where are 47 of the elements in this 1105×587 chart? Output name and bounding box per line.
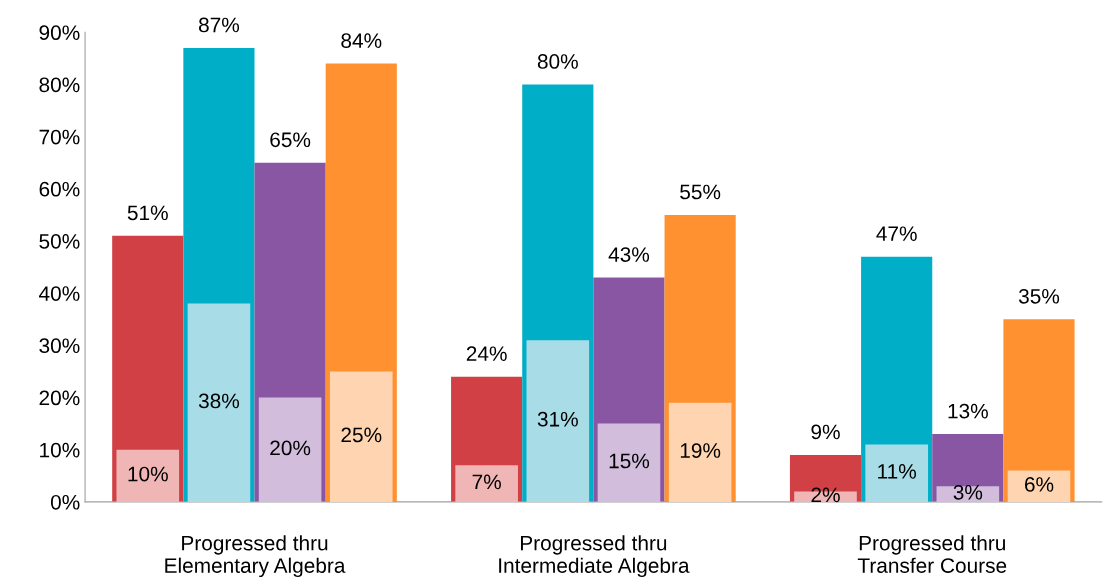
data-label: 87% xyxy=(198,17,240,33)
data-label: 2% xyxy=(811,487,840,503)
data-label: 43% xyxy=(608,247,650,262)
bar xyxy=(329,371,393,502)
data-label: 3% xyxy=(953,484,983,500)
data-label: 13% xyxy=(948,403,988,419)
data-label: 19% xyxy=(680,443,721,458)
x-tick-label: Progressed thru Elementary Algebra xyxy=(165,535,346,578)
y-tick-label: 0% xyxy=(50,494,80,510)
bar xyxy=(187,303,251,502)
data-label: 84% xyxy=(341,33,382,48)
data-label: 47% xyxy=(876,226,917,241)
data-label: 24% xyxy=(466,346,507,361)
data-label: 31% xyxy=(537,411,578,427)
bar xyxy=(526,340,590,502)
y-tick-label: 50% xyxy=(39,234,80,249)
y-tick-label: 20% xyxy=(39,390,80,406)
data-label: 10% xyxy=(128,466,168,482)
x-tick-label: Progressed thru Intermediate Algebra xyxy=(499,535,690,578)
y-tick-label: 80% xyxy=(39,77,80,93)
x-tick-label: Progressed thru Transfer Course xyxy=(857,535,1007,573)
data-label: 11% xyxy=(878,464,917,479)
bar xyxy=(865,444,928,502)
data-label: 55% xyxy=(680,184,721,200)
data-label: 51% xyxy=(127,205,168,221)
y-tick-label: 60% xyxy=(39,181,80,197)
data-label: 80% xyxy=(537,54,578,69)
data-label: 20% xyxy=(270,440,311,456)
y-tick-label: 10% xyxy=(40,442,80,458)
bar xyxy=(668,402,732,502)
data-label: 9% xyxy=(811,424,840,440)
data-label: 65% xyxy=(270,132,311,148)
data-label: 35% xyxy=(1018,288,1060,304)
y-tick-label: 30% xyxy=(39,338,80,354)
data-label: 15% xyxy=(609,453,650,469)
y-tick-label: 40% xyxy=(39,286,80,301)
data-label: 25% xyxy=(341,427,382,443)
data-label: 6% xyxy=(1025,477,1054,492)
bar xyxy=(1007,470,1071,502)
bar xyxy=(455,465,518,502)
bar xyxy=(116,449,180,502)
bar xyxy=(597,423,661,502)
bar xyxy=(258,397,322,502)
y-tick-label: 90% xyxy=(39,25,80,41)
data-label: 7% xyxy=(472,474,501,490)
data-label: 38% xyxy=(198,393,240,409)
y-tick-label: 70% xyxy=(39,129,80,145)
